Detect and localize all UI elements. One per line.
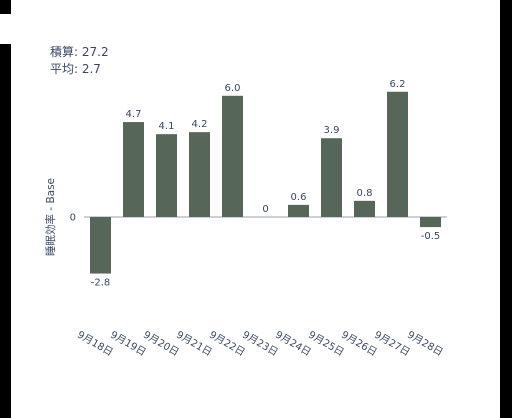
- bar-value-label: 0: [262, 204, 268, 215]
- x-tick-label: 9月18日: [75, 329, 115, 359]
- bar-value-label: 6.0: [225, 83, 241, 94]
- bar-value-label: -0.5: [421, 231, 441, 242]
- bar: [156, 134, 177, 217]
- x-tick-label: 9月27日: [372, 329, 412, 359]
- bar-value-label: 3.9: [324, 125, 340, 136]
- x-tick-label: 9月28日: [405, 329, 445, 359]
- total-stat: 積算: 27.2: [50, 45, 109, 59]
- x-tick-label: 9月21日: [174, 329, 214, 359]
- bar-value-label: 4.2: [192, 119, 208, 130]
- bar: [387, 91, 408, 217]
- bar: [189, 132, 210, 217]
- y-tick-label: 0: [70, 213, 76, 224]
- bar: [321, 138, 342, 217]
- x-tick-label: 9月24日: [273, 329, 313, 359]
- x-tick-label: 9月20日: [141, 329, 181, 359]
- bar-value-label: 0.8: [357, 188, 373, 199]
- x-tick-label: 9月25日: [306, 329, 346, 359]
- bar: [222, 95, 243, 217]
- bar-value-label: 0.6: [291, 192, 307, 203]
- bar: [288, 204, 309, 217]
- bar-value-label: -2.8: [91, 278, 111, 289]
- x-tick-label: 9月19日: [108, 329, 148, 359]
- average-stat: 平均: 2.7: [50, 62, 101, 76]
- chart-panel: [11, 0, 500, 418]
- stats-summary: 積算: 27.2 平均: 2.7: [50, 44, 109, 78]
- bar: [90, 217, 111, 274]
- x-tick-label: 9月23日: [240, 329, 280, 359]
- bar-value-label: 6.2: [390, 79, 406, 90]
- bar: [354, 200, 375, 217]
- bar-value-label: 4.1: [159, 121, 175, 132]
- bar-value-label: 4.7: [126, 109, 142, 120]
- left-strip: [0, 14, 11, 44]
- bar: [420, 217, 441, 228]
- x-tick-label: 9月22日: [207, 329, 247, 359]
- y-axis-label: 睡眠効率 - Base: [44, 178, 57, 256]
- x-tick-label: 9月26日: [339, 329, 379, 359]
- bar: [123, 122, 144, 217]
